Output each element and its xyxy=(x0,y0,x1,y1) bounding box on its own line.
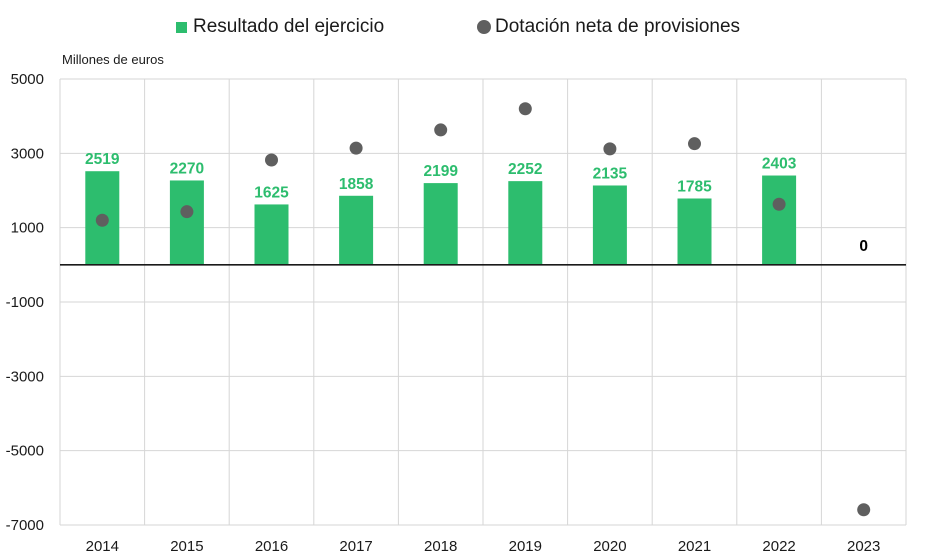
legend-item-dotacion: Dotación neta de provisiones xyxy=(477,16,740,38)
x-tick-label: 2017 xyxy=(339,538,372,555)
bar-2022 xyxy=(762,175,797,265)
dot-2019 xyxy=(518,102,532,116)
bar-data-label-2021: 1785 xyxy=(677,178,712,195)
bar-data-label-2020: 2135 xyxy=(593,165,628,182)
x-tick-label: 2021 xyxy=(678,538,711,555)
y-tick-label: 5000 xyxy=(11,71,44,88)
bar-data-label-2016: 1625 xyxy=(254,184,289,201)
dot-2017 xyxy=(349,141,363,155)
x-tick-label: 2016 xyxy=(255,538,288,555)
y-tick-label: -3000 xyxy=(6,368,44,385)
bar-2015 xyxy=(169,180,204,265)
y-tick-label: 1000 xyxy=(11,220,44,237)
bar-data-label-2015: 2270 xyxy=(170,160,204,177)
legend-dot-label: Dotación neta de provisiones xyxy=(495,16,741,37)
x-tick-label: 2020 xyxy=(593,538,626,555)
dot-2015 xyxy=(180,205,194,219)
bar-2020 xyxy=(592,185,627,265)
legend-item-resultado: Resultado del ejercicio xyxy=(176,16,384,38)
x-tick-label: 2022 xyxy=(762,538,795,555)
y-tick-label: -5000 xyxy=(6,443,44,460)
dot-2022 xyxy=(772,197,786,211)
bar-data-label-2022: 2403 xyxy=(762,156,797,173)
dot-2023 xyxy=(857,503,871,517)
x-tick-label: 2019 xyxy=(509,538,542,555)
bar-data-label-2023: 0 xyxy=(859,238,868,255)
dot-2014 xyxy=(95,213,109,227)
y-tick-label: -7000 xyxy=(6,517,44,534)
legend-bar-swatch xyxy=(176,21,187,33)
bar-2018 xyxy=(423,183,458,265)
y-axis-unit-label: Millones de euros xyxy=(62,52,164,67)
legend-dot-swatch xyxy=(477,20,491,34)
x-tick-label: 2015 xyxy=(170,538,203,555)
dot-2016 xyxy=(265,153,278,167)
legend-bar-label: Resultado del ejercicio xyxy=(193,16,385,37)
y-tick-label: 3000 xyxy=(11,145,44,162)
dot-2018 xyxy=(434,123,448,137)
bar-2016 xyxy=(254,204,289,265)
dot-2020 xyxy=(603,142,617,156)
x-tick-label: 2018 xyxy=(424,538,457,555)
x-tick-label: 2023 xyxy=(847,538,880,555)
bar-2017 xyxy=(339,195,374,265)
bar-data-label-2014: 2519 xyxy=(85,151,120,168)
chart-legend: Resultado del ejercicio Dotación neta de… xyxy=(0,16,936,44)
bar-2021 xyxy=(677,198,712,265)
dot-2021 xyxy=(688,137,701,151)
bar-data-label-2017: 1858 xyxy=(339,176,374,193)
bar-2019 xyxy=(508,181,543,265)
x-tick-label: 2014 xyxy=(86,538,119,555)
bar-data-label-2019: 2252 xyxy=(508,161,542,178)
y-tick-label: -1000 xyxy=(6,294,44,311)
bar-data-label-2018: 2199 xyxy=(423,163,458,180)
